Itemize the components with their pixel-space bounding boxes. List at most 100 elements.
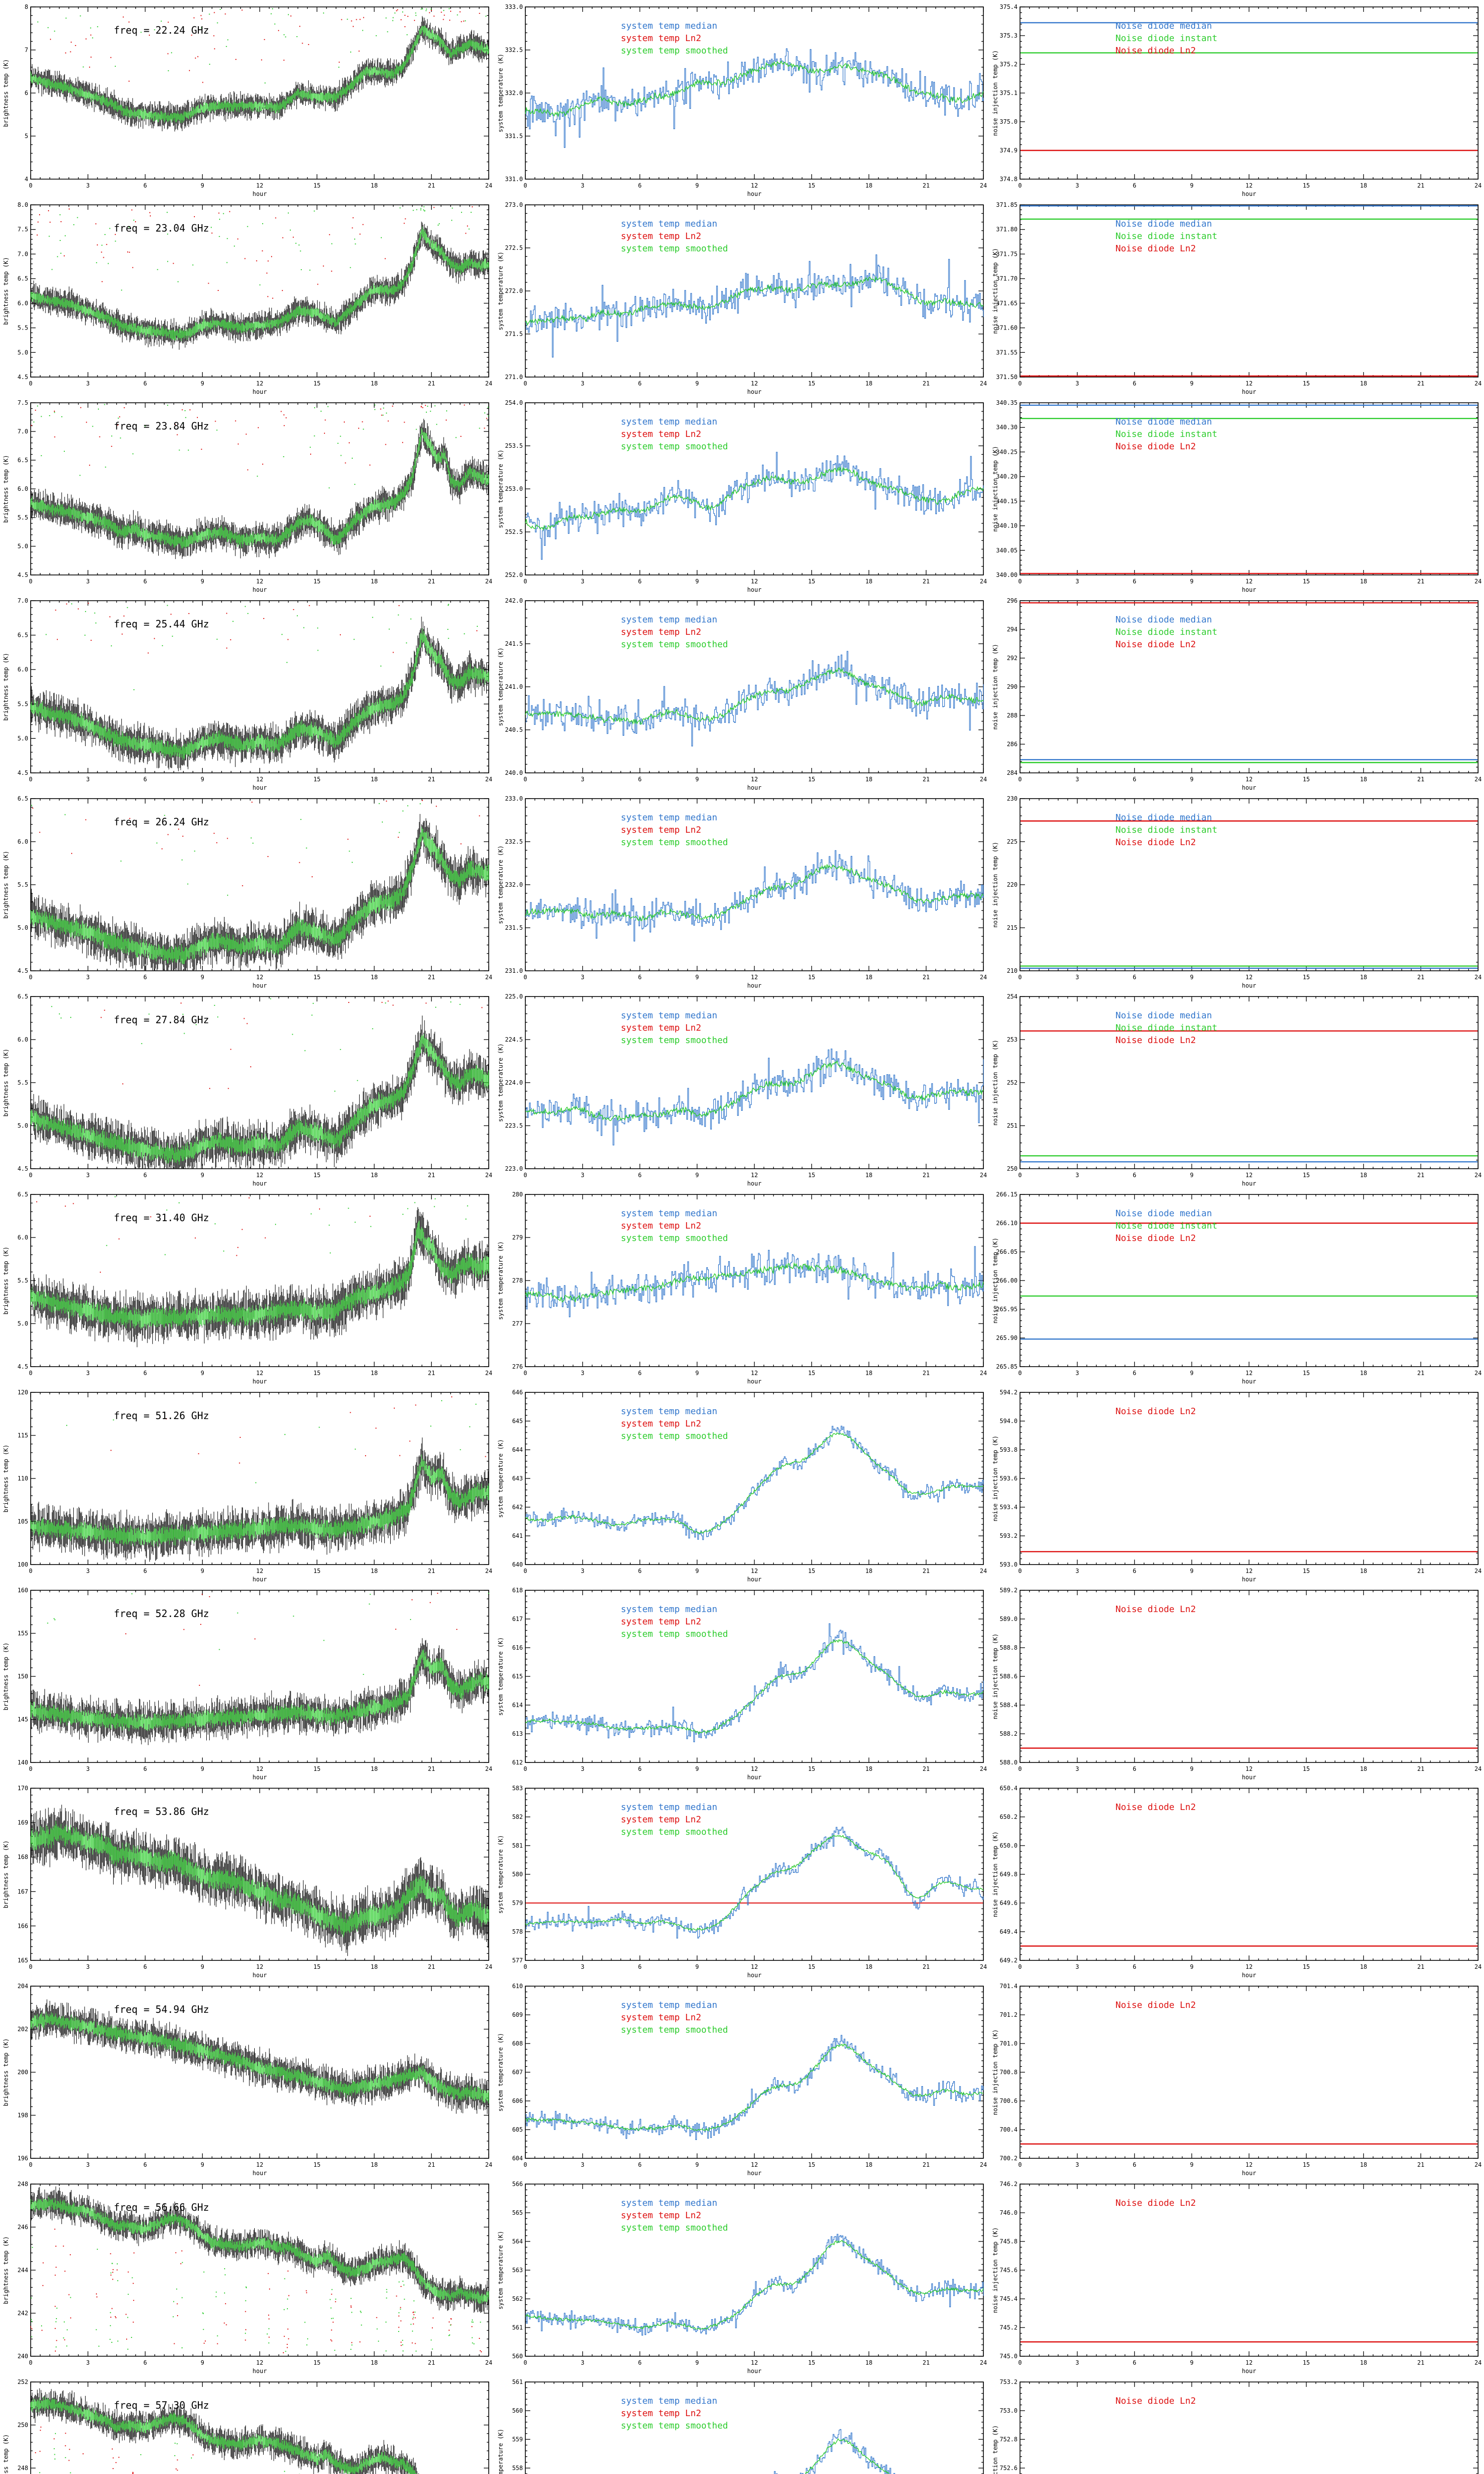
- chart_data.6.noise_diode: 0 3 6 9 12 15 18 21 24 265.85 265.90 265.95 266.00 26…: [992, 1191, 1482, 1385]
- y-tick-label: 616: [512, 1644, 523, 1651]
- y-tick-label: 110: [17, 1475, 28, 1482]
- x-tick-label: 0: [29, 1568, 32, 1574]
- x-tick-label: 3: [1075, 1370, 1079, 1377]
- freq-title: freq = 23.84 GHz: [114, 420, 209, 432]
- chart_data.8.brightness: 0 3 6 9 12 15 18 21 24 140 145 150 155 160 hour brightn…: [2, 1587, 492, 1781]
- y-tick-label: 701.2: [1000, 2011, 1018, 2018]
- x-tick-label: 21: [428, 2359, 435, 2366]
- x-tick-label: 15: [314, 2161, 321, 2168]
- x-tick-label: 21: [923, 776, 929, 783]
- x-tick-label: 21: [923, 1568, 929, 1574]
- chart_data.4.system: 0 3 6 9 12 15 18 21 24 231.0 231.5 232.0 232.5 233.0 h…: [497, 795, 987, 989]
- y-tick-label: 558: [512, 2465, 523, 2472]
- y-tick-label: 8: [25, 3, 28, 10]
- y-tick-label: 650.2: [1000, 1813, 1018, 1820]
- x-tick-label: 15: [314, 1172, 321, 1179]
- y-tick-label: 202: [17, 2026, 28, 2033]
- y-tick-label: 340.10: [996, 523, 1018, 529]
- x-tick-label: 6: [638, 1370, 642, 1377]
- x-tick-label: 18: [865, 776, 872, 783]
- freq-title: freq = 23.04 GHz: [114, 222, 209, 234]
- x-tick-label: 3: [581, 974, 584, 981]
- x-tick-label: 24: [1475, 578, 1482, 585]
- x-axis-label: hour: [747, 2170, 762, 2177]
- outlier-dots: [36, 1196, 468, 1273]
- x-tick-label: 12: [1246, 1370, 1252, 1377]
- y-tick-label: 4.5: [17, 1165, 28, 1172]
- x-tick-label: 9: [696, 2161, 699, 2168]
- x-tick-label: 24: [1475, 974, 1482, 981]
- y-tick-label: 6.0: [17, 838, 28, 845]
- x-tick-label: 12: [256, 1370, 263, 1377]
- outlier-dots: [51, 998, 483, 1092]
- x-tick-label: 6: [1133, 2161, 1136, 2168]
- x-tick-label: 12: [751, 182, 758, 189]
- y-tick-label: 560: [512, 2353, 523, 2360]
- x-tick-label: 15: [808, 1370, 815, 1377]
- y-axis-label: system temperature (K): [497, 54, 504, 133]
- chart_data.5.system: 0 3 6 9 12 15 18 21 24 223.0 223.5 224.0 224.5 225.0 h…: [497, 993, 987, 1187]
- chart_data.7.system: 0 3 6 9 12 15 18 21 24 640 641 642 643 644 645 646 hour s…: [497, 1389, 987, 1583]
- y-tick-label: 7.5: [17, 226, 28, 233]
- y-axis-label: noise injection temp (K): [992, 1040, 999, 1125]
- x-tick-label: 21: [428, 974, 435, 981]
- y-tick-label: 7.5: [17, 399, 28, 406]
- y-tick-label: 753.0: [1000, 2407, 1018, 2414]
- y-tick-label: 6.0: [17, 1036, 28, 1043]
- legend-entry: system temp Ln2: [621, 2408, 701, 2419]
- x-axis-label: hour: [747, 2368, 762, 2375]
- y-tick-label: 745.2: [1000, 2324, 1018, 2331]
- legend-entry: system temp median: [621, 219, 717, 229]
- brightness-series-black: [30, 2186, 489, 2313]
- x-tick-label: 24: [980, 1568, 987, 1574]
- x-tick-label: 24: [1475, 380, 1482, 387]
- x-tick-label: 15: [1303, 1172, 1310, 1179]
- x-tick-label: 18: [371, 1568, 377, 1574]
- x-tick-label: 12: [256, 578, 263, 585]
- x-tick-label: 0: [1018, 1963, 1021, 1970]
- x-tick-label: 0: [29, 380, 32, 387]
- y-tick-label: 700.6: [1000, 2097, 1018, 2104]
- x-tick-label: 3: [86, 1963, 90, 1970]
- x-tick-label: 24: [485, 380, 492, 387]
- chart_data.2.system: 0 3 6 9 12 15 18 21 24 252.0 252.5 253.0 253.5 254.0 h…: [497, 399, 987, 593]
- plot-frame: [1020, 1986, 1479, 2159]
- outlier-dots: [46, 603, 478, 690]
- y-tick-label: 6.5: [17, 993, 28, 1000]
- x-tick-label: 9: [1190, 182, 1194, 189]
- x-axis-label: hour: [253, 2368, 267, 2375]
- y-tick-label: 745.0: [1000, 2353, 1018, 2360]
- y-tick-label: 150: [17, 1673, 28, 1680]
- x-tick-label: 6: [638, 2359, 642, 2366]
- x-tick-label: 6: [638, 578, 642, 585]
- y-tick-label: 333.0: [505, 3, 523, 10]
- x-axis-label: hour: [1242, 586, 1256, 593]
- x-tick-label: 18: [371, 182, 377, 189]
- x-tick-label: 12: [1246, 578, 1252, 585]
- x-tick-label: 6: [638, 974, 642, 981]
- freq-title: freq = 31.40 GHz: [114, 1212, 209, 1224]
- y-tick-label: 165: [17, 1957, 28, 1964]
- x-tick-label: 12: [256, 2161, 263, 2168]
- x-tick-label: 3: [86, 776, 90, 783]
- legend-entry: system temp Ln2: [621, 2210, 701, 2221]
- x-tick-label: 18: [865, 1568, 872, 1574]
- x-tick-label: 21: [923, 2359, 929, 2366]
- y-tick-label: 280: [512, 1191, 523, 1198]
- x-tick-label: 21: [1417, 974, 1424, 981]
- x-tick-label: 3: [581, 1370, 584, 1377]
- x-tick-label: 6: [1133, 776, 1136, 783]
- chart_data.9.system: 0 3 6 9 12 15 18 21 24 577 578 579 580 581 582 583 hour s…: [497, 1785, 987, 1979]
- legend-entry: system temp median: [621, 2198, 717, 2208]
- axis-ticks: [525, 2381, 984, 2474]
- y-tick-label: 593.2: [1000, 1532, 1018, 1539]
- x-tick-label: 15: [808, 1963, 815, 1970]
- axis-ticks: [30, 2381, 489, 2469]
- y-tick-label: 650.4: [1000, 1785, 1018, 1792]
- plot-frame: [525, 1392, 984, 1565]
- y-axis-label: system temperature (K): [497, 648, 504, 726]
- axis-ticks: [30, 1788, 489, 1961]
- y-tick-label: 371.60: [996, 325, 1018, 332]
- x-tick-label: 18: [865, 974, 872, 981]
